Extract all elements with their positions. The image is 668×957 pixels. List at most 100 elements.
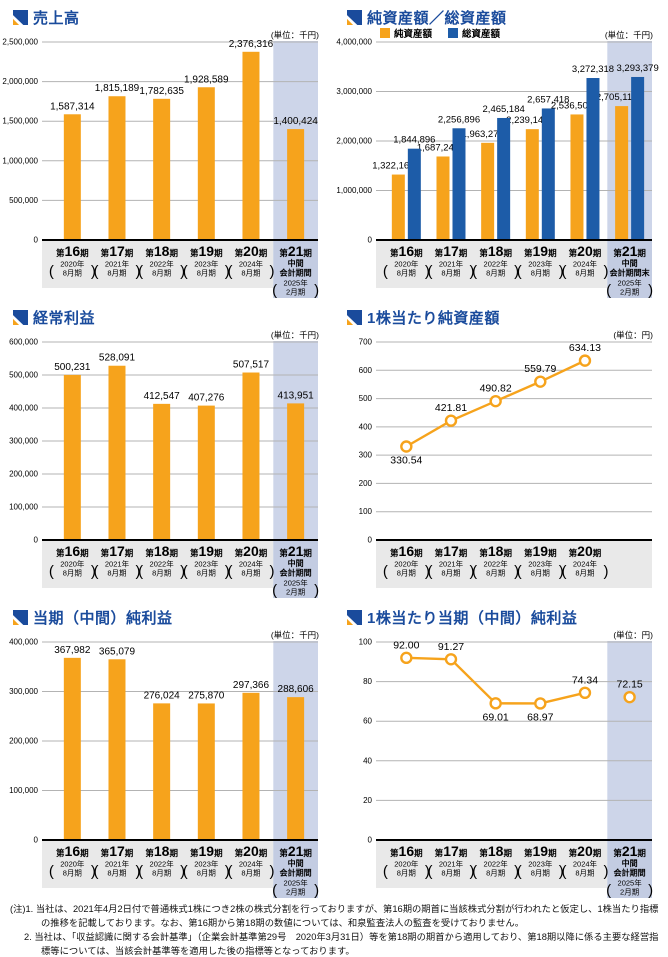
category-suffix: 期 [414, 548, 423, 558]
category-suffix: 期 [548, 248, 557, 258]
footnote-2: 2. 当社は、「収益認識に関する会計基準」（企業会計基準第29号 2020年3月… [24, 931, 659, 956]
category-year: 2021年 [105, 559, 130, 569]
y-tick-label: 100 [359, 507, 373, 516]
category-prefix: 第 [56, 848, 65, 858]
category-month: 8月期 [107, 569, 126, 578]
category-year: 2021年 [439, 859, 464, 869]
value-label: 1,782,635 [139, 86, 184, 97]
category-label: 第19期 [524, 243, 557, 259]
category-number: 16 [399, 543, 415, 559]
category-month: 8月期 [197, 869, 216, 878]
category-prefix: 第 [279, 548, 288, 558]
category-paren-open: ( [561, 563, 566, 580]
category-number: 20 [243, 843, 259, 859]
category-prefix: 第 [279, 248, 288, 258]
category-paren-open: ( [272, 282, 277, 299]
category-month: 8月期 [531, 569, 550, 578]
category-paren-open: ( [49, 863, 54, 880]
category-paren-open: ( [472, 263, 477, 280]
y-tick-label: 500,000 [9, 196, 38, 205]
category-month: 8月期 [107, 269, 126, 278]
y-tick-label: 2,500,000 [2, 38, 38, 47]
y-tick-label: 200,000 [9, 737, 38, 746]
y-tick-label: 100 [359, 638, 373, 647]
category-year: 2024年 [573, 559, 598, 569]
category-year: 2020年 [60, 859, 85, 869]
y-tick-label: 0 [368, 236, 373, 245]
marker-navy-shape [347, 10, 362, 25]
value-label: 1,322,167 [372, 161, 414, 172]
value-label: 72.15 [616, 679, 642, 691]
category-number: 17 [109, 243, 125, 259]
category-prefix: 第 [613, 848, 622, 858]
category-paren-open: ( [427, 263, 432, 280]
category-prefix: 第 [569, 548, 578, 558]
value-label: 2,465,184 [483, 104, 525, 115]
category-paren-close: ) [603, 263, 608, 280]
category-number: 16 [399, 843, 415, 859]
legend: 純資産額 総資産額 [380, 26, 500, 40]
marker-navy-shape [13, 10, 28, 25]
title-marker-icon [13, 10, 28, 25]
y-tick-label: 300,000 [9, 437, 38, 446]
category-paren-close: ) [559, 263, 564, 280]
data-point [444, 414, 458, 427]
category-suffix: 期 [259, 248, 268, 258]
category-paren-close: ) [425, 863, 430, 880]
bar [197, 703, 215, 840]
category-paren-open: ( [606, 282, 611, 299]
category-year: 2022年 [150, 559, 175, 569]
category-prefix: 第 [569, 848, 578, 858]
value-label: 69.01 [483, 711, 509, 723]
chart-panel-net-income: 当期（中間）純利益 (単位：千円) 0 100,000 200,000 300,000… [0, 600, 334, 900]
category-prefix: 第 [145, 848, 154, 858]
chart-header: 当期（中間）純利益 [13, 607, 173, 628]
category-month: 8月期 [397, 569, 416, 578]
category-number: 16 [65, 243, 81, 259]
y-tick-label: 300 [359, 451, 373, 460]
value-label: 490.82 [480, 383, 512, 395]
data-point [400, 440, 413, 453]
value-label: 559.79 [524, 363, 556, 375]
category-label: 第19期 [524, 843, 557, 859]
x-label-band [42, 241, 274, 288]
category-mid: 会計期間 [280, 568, 312, 578]
category-paren-open: ( [93, 863, 98, 880]
marker-amber-shape [13, 318, 20, 325]
x-label-band [376, 541, 652, 588]
category-suffix: 期 [80, 248, 89, 258]
category-number: 19 [533, 243, 549, 259]
category-paren-open: ( [183, 563, 188, 580]
category-prefix: 第 [524, 548, 533, 558]
category-label: 第20期 [569, 543, 602, 559]
category-label: 第17期 [435, 843, 468, 859]
x-label-band [42, 541, 274, 588]
category-number: 19 [199, 843, 215, 859]
category-paren-close: ) [469, 863, 474, 880]
category-year: 2020年 [394, 559, 419, 569]
category-prefix: 第 [524, 848, 533, 858]
x-label-band [376, 841, 608, 888]
legend-swatch-total-assets [448, 28, 459, 38]
bar [108, 659, 126, 840]
title-marker-icon [347, 10, 362, 25]
category-paren-open: ( [49, 563, 54, 580]
category-paren-close: ) [180, 563, 185, 580]
category-paren-open: ( [472, 863, 477, 880]
footnotes: (注)1. 当社は、2021年4月2日付で普通株式1株につき2株の株式分割を行っ… [10, 903, 662, 957]
x-label-band-highlight [273, 841, 318, 898]
category-number: 20 [577, 843, 593, 859]
category-year: 2024年 [239, 859, 264, 869]
category-suffix: 期 [214, 548, 223, 558]
bar-総資産額 [586, 78, 600, 240]
category-label: 第19期 [190, 243, 223, 259]
bar-総資産額 [452, 128, 466, 240]
value-label: 412,547 [144, 391, 181, 402]
net-assets-per-share-line-chart: 0 100 200 300 400 500 600 700 330.54 421.81 490.82… [359, 338, 652, 588]
value-label: 74.34 [572, 674, 598, 686]
chart-header: 経常利益 [13, 307, 95, 328]
category-prefix: 第 [479, 248, 488, 258]
category-suffix: 期 [503, 848, 512, 858]
category-paren-open: ( [561, 263, 566, 280]
category-number: 20 [243, 243, 259, 259]
